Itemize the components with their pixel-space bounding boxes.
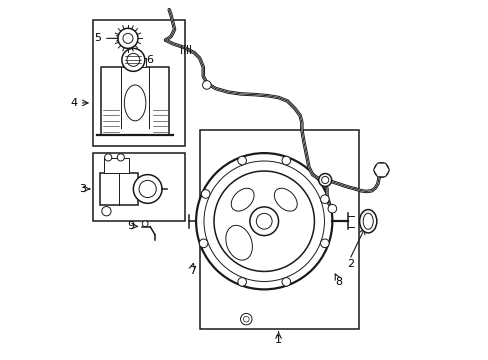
Circle shape (117, 154, 124, 161)
Text: 5: 5 (94, 33, 101, 43)
Ellipse shape (363, 213, 372, 229)
Circle shape (196, 153, 332, 289)
Text: 9: 9 (127, 221, 134, 231)
Circle shape (256, 213, 271, 229)
Circle shape (318, 174, 331, 186)
Circle shape (202, 81, 211, 89)
Text: 8: 8 (334, 277, 341, 287)
Bar (122, 58, 145, 67)
Text: 2: 2 (346, 259, 353, 269)
Circle shape (249, 207, 278, 235)
Circle shape (102, 207, 111, 216)
Bar (104, 158, 129, 173)
Circle shape (201, 190, 209, 198)
Circle shape (122, 33, 133, 43)
Circle shape (237, 278, 246, 286)
Circle shape (104, 154, 112, 161)
Circle shape (320, 239, 328, 248)
Bar (93, 21, 185, 146)
Bar (93, 153, 185, 221)
Circle shape (327, 204, 336, 213)
Circle shape (118, 28, 138, 48)
Text: 6: 6 (146, 55, 153, 65)
Text: 7: 7 (188, 266, 196, 276)
Bar (199, 130, 359, 329)
Circle shape (282, 156, 290, 165)
Circle shape (320, 195, 328, 203)
Circle shape (240, 314, 251, 325)
Circle shape (237, 156, 246, 165)
Text: 1: 1 (275, 334, 282, 345)
Circle shape (126, 53, 140, 66)
Ellipse shape (359, 210, 376, 233)
Circle shape (133, 175, 162, 203)
Circle shape (139, 180, 156, 198)
Circle shape (142, 221, 148, 226)
Circle shape (122, 48, 144, 71)
Bar (100, 173, 138, 205)
Circle shape (321, 176, 328, 184)
Text: 3: 3 (79, 184, 86, 194)
Bar (101, 67, 169, 135)
Circle shape (373, 163, 388, 177)
Text: 4: 4 (70, 98, 78, 108)
Circle shape (199, 239, 207, 248)
Circle shape (243, 316, 249, 322)
Circle shape (282, 278, 290, 286)
